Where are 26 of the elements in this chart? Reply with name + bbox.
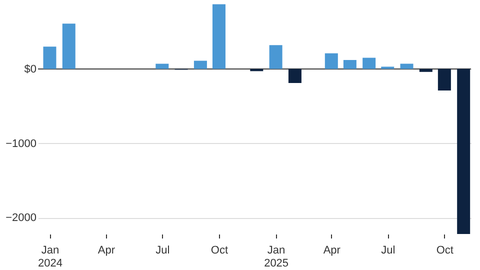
bar (212, 4, 226, 69)
bar (156, 64, 169, 69)
y-tick-label: −1000 (6, 138, 36, 150)
x-tick-label: Jan 2025 (264, 244, 289, 270)
bar (288, 68, 302, 84)
y-tick-label: $0 (24, 63, 36, 76)
bar (43, 46, 56, 69)
x-tick-label: Apr (98, 244, 116, 256)
bar (362, 58, 376, 69)
bar (62, 24, 76, 69)
x-tick-label: Oct (210, 244, 228, 256)
bar (419, 68, 432, 72)
bar (343, 60, 356, 69)
y-tick-label: −2000 (6, 212, 36, 224)
x-tick-label: Apr (323, 244, 341, 256)
bar (250, 68, 264, 72)
x-tick-label: Jul (156, 244, 170, 256)
bar (400, 64, 414, 69)
bar (324, 53, 338, 69)
x-tick-label: Oct (436, 244, 454, 256)
x-tick-label: Jul (381, 244, 396, 256)
bar (438, 68, 451, 90)
bar (457, 68, 470, 234)
bar (269, 45, 282, 69)
x-tick-label: Jan 2024 (38, 244, 62, 270)
bar (194, 60, 207, 69)
